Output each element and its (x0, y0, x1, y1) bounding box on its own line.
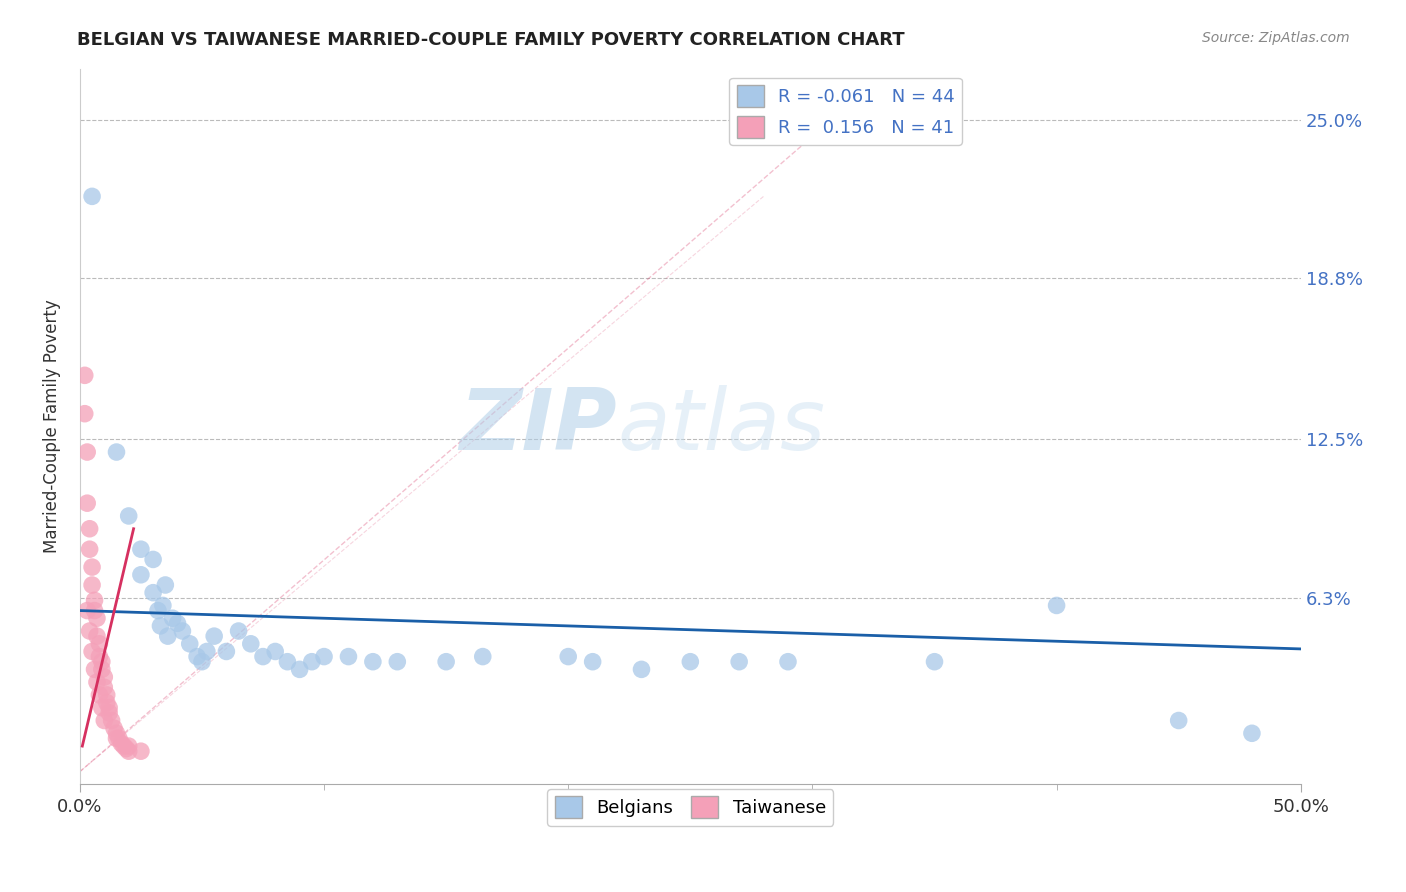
Point (80, 189, 103, 203)
Point (83, 603, 105, 617)
Point (80, 578, 103, 592)
Point (89, 688, 111, 702)
Point (86, 629, 108, 643)
Point (129, 542, 152, 557)
Point (93, 714, 115, 728)
Point (215, 644, 238, 658)
Point (471, 649, 494, 664)
Point (105, 731, 128, 746)
Point (179, 637, 201, 651)
Text: Source: ZipAtlas.com: Source: ZipAtlas.com (1202, 31, 1350, 45)
Text: BELGIAN VS TAIWANESE MARRIED-COUPLE FAMILY POVERTY CORRELATION CHART: BELGIAN VS TAIWANESE MARRIED-COUPLE FAMI… (77, 31, 905, 49)
Point (191, 655, 214, 669)
Point (276, 655, 298, 669)
Point (557, 649, 579, 664)
Point (86, 611, 108, 625)
Point (228, 624, 250, 638)
Point (80, 560, 103, 574)
Point (186, 649, 208, 664)
Point (129, 744, 152, 758)
Point (90, 662, 112, 676)
Point (149, 619, 172, 633)
Point (115, 741, 138, 756)
Point (105, 726, 128, 740)
Point (630, 662, 652, 676)
Point (142, 585, 165, 599)
Point (582, 655, 605, 669)
Point (118, 739, 141, 753)
Point (337, 649, 360, 664)
Point (387, 655, 409, 669)
Point (361, 655, 384, 669)
Point (152, 599, 174, 613)
Point (195, 644, 218, 658)
Point (924, 655, 946, 669)
Point (129, 567, 152, 582)
Point (105, 445, 128, 459)
Point (301, 655, 323, 669)
Point (112, 739, 135, 753)
Point (679, 655, 702, 669)
Point (90, 700, 112, 714)
Point (166, 616, 188, 631)
Point (776, 655, 799, 669)
Point (1240, 726, 1263, 740)
Point (89, 649, 111, 664)
Y-axis label: Married-Couple Family Poverty: Married-Couple Family Poverty (44, 300, 60, 553)
Point (118, 744, 141, 758)
Point (162, 611, 184, 625)
Point (108, 731, 131, 746)
Point (288, 662, 311, 676)
Point (90, 655, 112, 669)
Point (202, 629, 225, 643)
Point (312, 649, 335, 664)
Point (83, 593, 105, 607)
Point (172, 624, 194, 638)
Point (83, 662, 105, 676)
Point (79, 522, 101, 536)
Point (96, 688, 118, 702)
Point (1045, 599, 1067, 613)
Point (100, 714, 122, 728)
Point (1167, 714, 1189, 728)
Point (76, 496, 98, 510)
Point (98, 700, 121, 714)
Point (156, 629, 179, 643)
Point (118, 508, 141, 523)
Point (239, 637, 262, 651)
Point (76, 603, 98, 617)
Point (96, 696, 118, 710)
Point (93, 680, 115, 694)
Point (86, 675, 108, 690)
Point (76, 445, 98, 459)
Point (89, 637, 111, 651)
Point (79, 624, 101, 638)
Point (146, 603, 169, 617)
Point (73, 368, 96, 383)
Point (80, 644, 103, 658)
Point (73, 407, 96, 421)
Point (252, 649, 274, 664)
Text: atlas: atlas (617, 385, 825, 468)
Point (103, 721, 125, 735)
Point (155, 578, 177, 592)
Point (110, 737, 132, 751)
Point (98, 706, 121, 720)
Legend: Belgians, Taiwanese: Belgians, Taiwanese (547, 789, 834, 825)
Point (264, 644, 287, 658)
Point (93, 670, 115, 684)
Point (728, 655, 751, 669)
Point (142, 552, 165, 566)
Point (434, 655, 457, 669)
Text: ZIP: ZIP (460, 385, 617, 468)
Point (79, 542, 101, 557)
